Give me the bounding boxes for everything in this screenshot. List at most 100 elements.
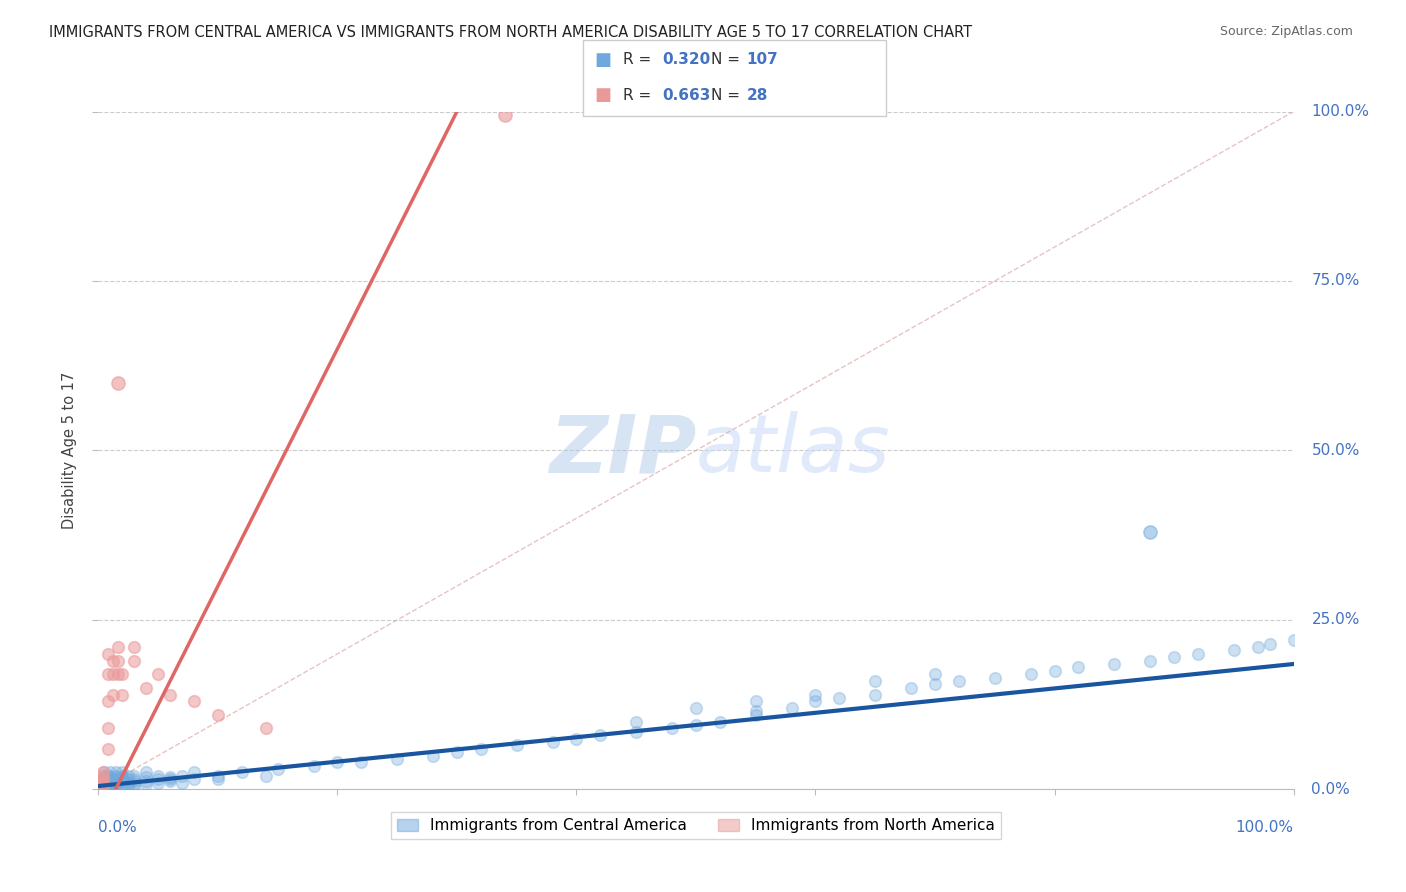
Point bbox=[98, 775, 122, 789]
Point bbox=[1258, 637, 1281, 651]
Y-axis label: Disability Age 5 to 17: Disability Age 5 to 17 bbox=[62, 372, 77, 529]
Text: ■: ■ bbox=[595, 51, 612, 69]
Point bbox=[91, 779, 114, 793]
Text: 75.0%: 75.0% bbox=[1312, 274, 1360, 288]
Point bbox=[172, 769, 194, 783]
Point bbox=[1223, 643, 1246, 657]
Point bbox=[98, 769, 122, 783]
Point bbox=[183, 772, 205, 787]
Point bbox=[105, 779, 128, 793]
Point bbox=[107, 654, 129, 668]
Point bbox=[254, 769, 277, 783]
Text: ZIP: ZIP bbox=[548, 411, 696, 490]
Point bbox=[111, 774, 134, 789]
Point bbox=[98, 778, 122, 792]
Point bbox=[93, 770, 115, 784]
Point bbox=[124, 640, 146, 654]
Point bbox=[111, 779, 134, 793]
Point bbox=[745, 705, 768, 719]
Point bbox=[124, 769, 146, 783]
Point bbox=[93, 765, 115, 780]
Point bbox=[828, 690, 851, 705]
Point bbox=[685, 701, 707, 715]
Text: 100.0%: 100.0% bbox=[1236, 820, 1294, 835]
Point bbox=[183, 694, 205, 708]
Point bbox=[865, 673, 887, 688]
Point bbox=[124, 777, 146, 791]
Point bbox=[98, 777, 122, 791]
Point bbox=[91, 765, 114, 780]
Text: R =: R = bbox=[623, 88, 657, 103]
Text: atlas: atlas bbox=[696, 411, 891, 490]
Point bbox=[804, 694, 827, 708]
Point bbox=[685, 718, 707, 732]
Text: 0.0%: 0.0% bbox=[1312, 782, 1350, 797]
Text: N =: N = bbox=[711, 88, 745, 103]
Point bbox=[385, 752, 409, 766]
Point bbox=[117, 775, 139, 789]
Point bbox=[267, 762, 290, 776]
Point bbox=[111, 772, 134, 787]
Point bbox=[135, 681, 157, 695]
Point bbox=[97, 722, 120, 736]
Point bbox=[1187, 647, 1209, 661]
Point bbox=[207, 772, 229, 787]
Point bbox=[1043, 664, 1066, 678]
Point bbox=[93, 772, 115, 787]
Point bbox=[1139, 524, 1161, 539]
Point bbox=[159, 688, 181, 702]
Point bbox=[124, 654, 146, 668]
Point bbox=[1104, 657, 1126, 671]
Point bbox=[98, 765, 122, 780]
Point bbox=[804, 688, 827, 702]
Point bbox=[135, 774, 157, 789]
Point bbox=[117, 779, 139, 793]
Point bbox=[541, 735, 564, 749]
Point bbox=[117, 772, 139, 787]
Point bbox=[98, 772, 122, 787]
Point bbox=[105, 769, 128, 783]
Point bbox=[984, 671, 1007, 685]
Point bbox=[135, 770, 157, 784]
Point bbox=[626, 714, 648, 729]
Point bbox=[207, 707, 229, 722]
Point bbox=[91, 774, 114, 789]
Point bbox=[159, 774, 181, 789]
Point bbox=[924, 677, 946, 691]
Point bbox=[98, 774, 122, 789]
Point bbox=[350, 756, 373, 770]
Point bbox=[111, 769, 134, 783]
Text: N =: N = bbox=[711, 53, 745, 67]
Point bbox=[1067, 660, 1090, 674]
Point bbox=[159, 770, 181, 784]
Point bbox=[98, 770, 122, 784]
Legend: Immigrants from Central America, Immigrants from North America: Immigrants from Central America, Immigra… bbox=[391, 813, 1001, 839]
Point bbox=[93, 769, 115, 783]
Point bbox=[91, 769, 114, 783]
Text: 28: 28 bbox=[747, 88, 768, 103]
Point bbox=[93, 774, 115, 789]
Point bbox=[148, 772, 170, 787]
Text: 100.0%: 100.0% bbox=[1312, 104, 1369, 119]
Point bbox=[183, 765, 205, 780]
Point bbox=[97, 667, 120, 681]
Point bbox=[105, 775, 128, 789]
Point bbox=[589, 728, 612, 742]
Point bbox=[124, 772, 146, 787]
Text: R =: R = bbox=[623, 53, 657, 67]
Point bbox=[111, 770, 134, 784]
Point bbox=[1163, 650, 1185, 665]
Point bbox=[93, 778, 115, 792]
Point bbox=[97, 694, 120, 708]
Point bbox=[97, 647, 120, 661]
Point bbox=[326, 756, 349, 770]
Text: IMMIGRANTS FROM CENTRAL AMERICA VS IMMIGRANTS FROM NORTH AMERICA DISABILITY AGE : IMMIGRANTS FROM CENTRAL AMERICA VS IMMIG… bbox=[49, 25, 973, 40]
Point bbox=[93, 780, 115, 795]
Point bbox=[709, 714, 731, 729]
Point bbox=[1247, 640, 1270, 654]
Point bbox=[422, 748, 444, 763]
Point bbox=[148, 769, 170, 783]
Text: 0.320: 0.320 bbox=[662, 53, 710, 67]
Point bbox=[105, 765, 128, 780]
Point bbox=[101, 654, 124, 668]
